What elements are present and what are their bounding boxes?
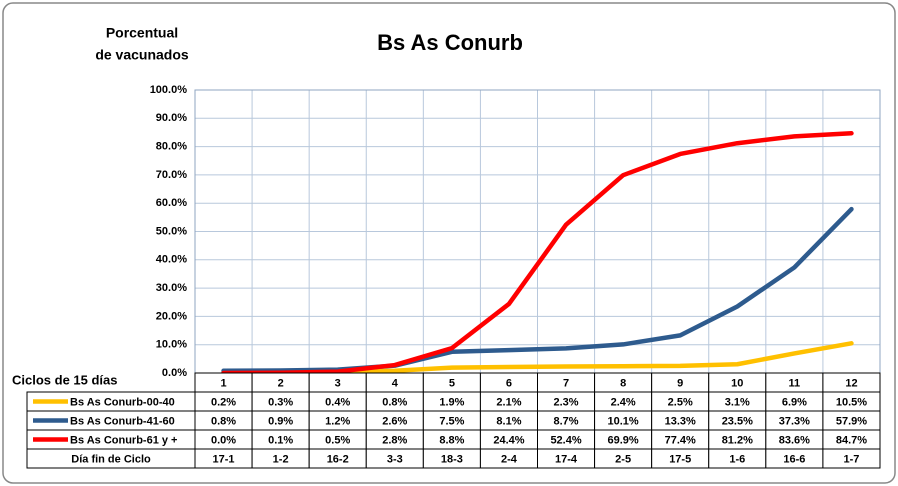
data-label: 8.8% [439, 434, 464, 446]
x-tick-label: 1 [220, 377, 226, 389]
y-tick-label: 100.0% [150, 84, 188, 96]
data-label: 0.2% [211, 396, 236, 408]
x-tick-label: 7 [563, 377, 569, 389]
data-label: 23.5% [722, 415, 753, 427]
data-label: 52.4% [550, 434, 581, 446]
x-tick-label: 8 [620, 377, 626, 389]
y-tick-label: 10.0% [156, 339, 187, 351]
series-line [221, 131, 854, 376]
date-label: 18-3 [441, 453, 463, 465]
data-label: 2.5% [668, 396, 693, 408]
date-label: 17-1 [213, 453, 235, 465]
data-label: 10.5% [836, 396, 867, 408]
row-label: Día fin de Ciclo [71, 453, 151, 465]
x-tick-label: 6 [506, 377, 512, 389]
data-label: 1.9% [439, 396, 464, 408]
data-label: 83.6% [779, 434, 810, 446]
data-label: 1.2% [325, 415, 350, 427]
x-tick-label: 5 [449, 377, 455, 389]
data-label: 3.1% [725, 396, 750, 408]
date-label: 1-7 [844, 453, 860, 465]
data-label: 0.3% [268, 396, 293, 408]
data-label: 6.9% [782, 396, 807, 408]
y-tick-label: 40.0% [156, 254, 187, 266]
data-label: 24.4% [493, 434, 524, 446]
date-label: 3-3 [387, 453, 403, 465]
x-tick-label: 9 [677, 377, 683, 389]
x-tick-label: 10 [731, 377, 743, 389]
data-label: 0.0% [211, 434, 236, 446]
data-label: 69.9% [608, 434, 639, 446]
x-tick-label: 4 [392, 377, 399, 389]
data-label: 57.9% [836, 415, 867, 427]
data-label: 2.3% [554, 396, 579, 408]
x-tick-label: 2 [278, 377, 284, 389]
date-label: 16-6 [783, 453, 805, 465]
data-label: 0.4% [325, 396, 350, 408]
table-cell [822, 448, 881, 469]
y-tick-label: 50.0% [156, 225, 187, 237]
y-tick-label: 80.0% [156, 141, 187, 153]
data-label: 81.2% [722, 434, 753, 446]
data-label: 2.1% [496, 396, 521, 408]
legend-label: Bs As Conurb-61 y + [70, 434, 177, 446]
chart-title: Bs As Conurb [377, 30, 523, 55]
data-label: 0.1% [268, 434, 293, 446]
data-label: 2.8% [382, 434, 407, 446]
data-label: 37.3% [779, 415, 810, 427]
data-label: 84.7% [836, 434, 867, 446]
data-label: 13.3% [665, 415, 696, 427]
x-tick-label: 12 [845, 377, 857, 389]
x-tick-label: 11 [789, 377, 801, 389]
data-label: 0.9% [268, 415, 293, 427]
y-axis-label: de vacunados [95, 47, 189, 63]
data-label: 0.8% [211, 415, 236, 427]
legend-label: Bs As Conurb-00-40 [70, 396, 175, 408]
date-label: 17-4 [555, 453, 578, 465]
date-label: 1-2 [273, 453, 289, 465]
y-tick-label: 20.0% [156, 310, 187, 322]
date-label: 1-6 [729, 453, 745, 465]
data-label: 8.1% [496, 415, 521, 427]
date-label: 17-5 [669, 453, 691, 465]
data-label: 7.5% [439, 415, 464, 427]
date-label: 2-4 [501, 453, 518, 465]
data-label: 8.7% [554, 415, 579, 427]
date-label: 2-5 [615, 453, 631, 465]
y-tick-label: 70.0% [156, 169, 187, 181]
data-label: 77.4% [665, 434, 696, 446]
legend-label: Bs As Conurb-41-60 [70, 415, 175, 427]
data-label: 2.6% [382, 415, 407, 427]
y-tick-label: 0.0% [162, 367, 187, 379]
x-tick-label: 3 [335, 377, 341, 389]
data-label: 2.4% [611, 396, 636, 408]
y-axis-label: Porcentual [106, 25, 178, 41]
date-label: 16-2 [327, 453, 349, 465]
data-label: 0.5% [325, 434, 350, 446]
y-tick-label: 90.0% [156, 112, 187, 124]
data-label: 10.1% [608, 415, 639, 427]
y-tick-label: 30.0% [156, 282, 187, 294]
y-tick-label: 60.0% [156, 197, 187, 209]
x-axis-label: Ciclos de 15 días [12, 372, 118, 387]
data-label: 0.8% [382, 396, 407, 408]
